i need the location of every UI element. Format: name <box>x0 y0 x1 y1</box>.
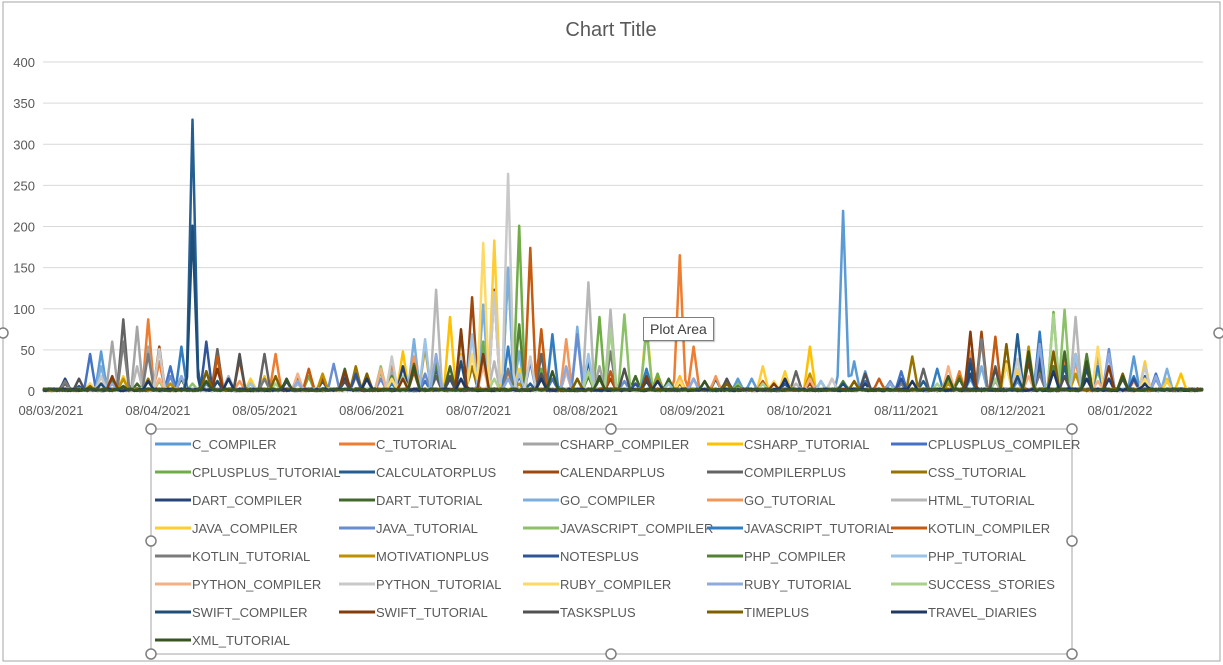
legend-label[interactable]: PHP_TUTORIAL <box>928 549 1026 564</box>
legend-label[interactable]: C_TUTORIAL <box>376 437 457 452</box>
y-tick-label: 300 <box>13 137 35 152</box>
legend-label[interactable]: JAVA_TUTORIAL <box>376 521 478 536</box>
legend-label[interactable]: PYTHON_TUTORIAL <box>376 577 501 592</box>
legend-label[interactable]: CPLUSPLUS_TUTORIAL <box>192 465 341 480</box>
legend-label[interactable]: CSHARP_TUTORIAL <box>744 437 869 452</box>
y-tick-label: 200 <box>13 220 35 235</box>
legend-label[interactable]: CALCULATORPLUS <box>376 465 496 480</box>
legend-label[interactable]: XML_TUTORIAL <box>192 633 290 648</box>
legend-label[interactable]: JAVA_COMPILER <box>192 521 298 536</box>
legend[interactable]: C_COMPILER C_TUTORIAL CSHARP_COMPILER CSHAR… <box>150 428 1080 655</box>
legend-label[interactable]: TASKSPLUS <box>560 605 636 620</box>
resize-handle[interactable] <box>145 648 157 660</box>
legend-label[interactable]: DART_TUTORIAL <box>376 493 482 508</box>
x-tick-label: 08/12/2021 <box>981 403 1046 418</box>
legend-label[interactable]: RUBY_TUTORIAL <box>744 577 851 592</box>
y-tick-label: 100 <box>13 302 35 317</box>
y-tick-label: 350 <box>13 96 35 111</box>
y-tick-label: 400 <box>13 55 35 70</box>
x-tick-label: 08/09/2021 <box>660 403 725 418</box>
series-line[interactable] <box>42 350 1204 393</box>
resize-handle[interactable] <box>605 423 617 435</box>
resize-handle[interactable] <box>0 327 9 339</box>
legend-label[interactable]: COMPILERPLUS <box>744 465 846 480</box>
legend-label[interactable]: TRAVEL_DIARIES <box>928 605 1037 620</box>
resize-handle[interactable] <box>1066 423 1078 435</box>
x-axis-tick-labels: 08/03/2021 08/04/2021 08/05/2021 08/06/2021… <box>18 403 1152 418</box>
legend-label[interactable]: CSS_TUTORIAL <box>928 465 1026 480</box>
legend-label[interactable]: JAVASCRIPT_TUTORIAL <box>744 521 894 536</box>
legend-label[interactable]: CALENDARPLUS <box>560 465 665 480</box>
legend-label[interactable]: SWIFT_TUTORIAL <box>376 605 488 620</box>
chart-title[interactable]: Chart Title <box>565 19 656 41</box>
series-lines[interactable] <box>42 118 1204 393</box>
x-tick-label: 08/04/2021 <box>125 403 190 418</box>
plot-area-tooltip: Plot Area <box>643 317 714 341</box>
legend-label[interactable]: C_COMPILER <box>192 437 277 452</box>
legend-label[interactable]: KOTLIN_COMPILER <box>928 521 1050 536</box>
legend-label[interactable]: RUBY_COMPILER <box>560 577 671 592</box>
legend-label[interactable]: TIMEPLUS <box>744 605 809 620</box>
y-axis-tick-labels: 0 50 100 150 200 250 300 350 400 <box>13 55 35 399</box>
legend-label[interactable]: KOTLIN_TUTORIAL <box>192 549 310 564</box>
x-tick-label: 08/03/2021 <box>18 403 83 418</box>
legend-label[interactable]: SWIFT_COMPILER <box>192 605 308 620</box>
legend-label[interactable]: CSHARP_COMPILER <box>560 437 689 452</box>
resize-handle[interactable] <box>145 535 157 547</box>
y-tick-label: 0 <box>28 384 35 399</box>
legend-label[interactable]: MOTIVATIONPLUS <box>376 549 489 564</box>
legend-label[interactable]: NOTESPLUS <box>560 549 639 564</box>
legend-label[interactable]: PHP_COMPILER <box>744 549 846 564</box>
resize-handle[interactable] <box>1066 648 1078 660</box>
x-tick-label: 08/10/2021 <box>767 403 832 418</box>
y-tick-label: 50 <box>21 343 35 358</box>
legend-label[interactable]: GO_COMPILER <box>560 493 655 508</box>
x-tick-label: 08/01/2022 <box>1087 403 1152 418</box>
legend-label[interactable]: HTML_TUTORIAL <box>928 493 1035 508</box>
resize-handle[interactable] <box>605 648 617 660</box>
legend-label[interactable]: CPLUSPLUS_COMPILER <box>928 437 1080 452</box>
legend-label[interactable]: GO_TUTORIAL <box>744 493 836 508</box>
y-tick-label: 250 <box>13 178 35 193</box>
legend-label[interactable]: SUCCESS_STORIES <box>928 577 1055 592</box>
x-tick-label: 08/05/2021 <box>232 403 297 418</box>
x-tick-label: 08/08/2021 <box>553 403 618 418</box>
y-tick-label: 150 <box>13 261 35 276</box>
resize-handle[interactable] <box>1213 327 1223 339</box>
legend-label[interactable]: PYTHON_COMPILER <box>192 577 321 592</box>
x-tick-label: 08/06/2021 <box>339 403 404 418</box>
legend-label[interactable]: JAVASCRIPT_COMPILER <box>560 521 713 536</box>
resize-handle[interactable] <box>145 423 157 435</box>
legend-label[interactable]: DART_COMPILER <box>192 493 302 508</box>
x-tick-label: 08/07/2021 <box>446 403 511 418</box>
resize-handle[interactable] <box>1066 535 1078 547</box>
x-tick-label: 08/11/2021 <box>874 403 938 418</box>
selection-handles[interactable] <box>0 327 1223 660</box>
